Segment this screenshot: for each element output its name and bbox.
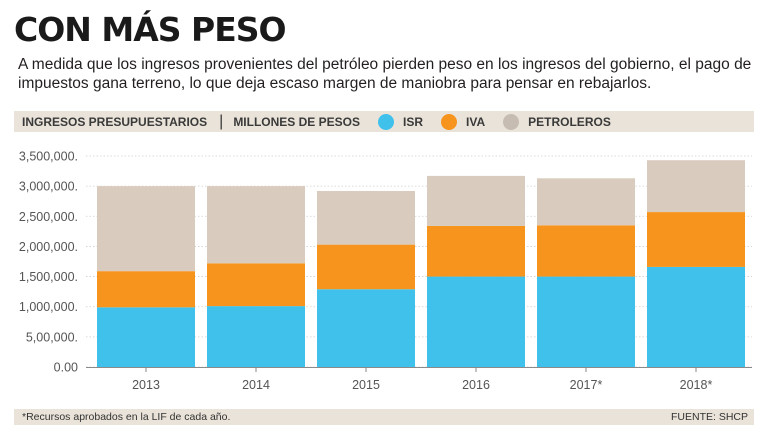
y-tick-label: 5,00,000. bbox=[26, 330, 78, 344]
bar-isr bbox=[207, 306, 305, 367]
subtitle: A medida que los ingresos provenientes d… bbox=[18, 56, 752, 92]
bar-isr bbox=[97, 307, 195, 367]
legend-label-petroleros: PETROLEROS bbox=[528, 114, 611, 129]
y-tick-label: 2,000,000. bbox=[19, 240, 78, 254]
legend-label-isr: ISR bbox=[403, 114, 424, 129]
bar-petroleros bbox=[537, 178, 635, 226]
bar-petroleros bbox=[97, 186, 195, 272]
y-tick-label: 3,500,000. bbox=[19, 150, 78, 164]
bar-iva bbox=[647, 212, 745, 267]
bar-iva bbox=[537, 225, 635, 277]
x-tick-label: 2015 bbox=[352, 378, 380, 392]
legend-label-iva: IVA bbox=[466, 114, 486, 129]
bar-isr bbox=[317, 289, 415, 367]
x-tick-label: 2017* bbox=[570, 378, 603, 392]
y-tick-label: 1,500,000. bbox=[19, 270, 78, 284]
bar-iva bbox=[97, 271, 195, 308]
bar-iva bbox=[317, 244, 415, 290]
legend-item-isr: ISR bbox=[378, 113, 424, 130]
source: FUENTE: SHCP bbox=[670, 411, 748, 423]
footer: *Recursos aprobados en la LIF de cada añ… bbox=[14, 409, 754, 425]
y-tick-label: 0.00 bbox=[54, 361, 78, 375]
y-tick-label: 2,500,000. bbox=[19, 210, 78, 224]
legend-separator: | bbox=[219, 112, 224, 130]
x-tick-label: 2016 bbox=[462, 378, 490, 392]
bar-isr bbox=[537, 276, 635, 367]
legend-swatch-petroleros bbox=[503, 113, 520, 130]
bar-petroleros bbox=[317, 190, 415, 245]
bar-petroleros bbox=[647, 160, 745, 213]
page-title: CON MÁS PESO bbox=[14, 10, 287, 49]
legend-units: MILLONES DE PESOS bbox=[233, 114, 360, 129]
bar-petroleros bbox=[207, 186, 305, 264]
y-tick-label: 3,000,000. bbox=[19, 180, 78, 194]
x-tick-label: 2013 bbox=[132, 378, 160, 392]
x-tick-label: 2018* bbox=[680, 378, 713, 392]
legend-swatch-isr bbox=[378, 113, 394, 130]
legend-swatch-iva bbox=[441, 113, 458, 130]
legend-title: INGRESOS PRESUPUESTARIOS bbox=[22, 114, 208, 129]
legend-item-iva: IVA bbox=[441, 113, 486, 130]
bar-isr bbox=[427, 276, 525, 367]
footnote: *Recursos aprobados en la LIF de cada añ… bbox=[22, 411, 231, 423]
bar-iva bbox=[427, 225, 525, 277]
legend-bar: INGRESOS PRESUPUESTARIOS | MILLONES DE P… bbox=[14, 111, 754, 132]
bar-iva bbox=[207, 263, 305, 307]
bar-petroleros bbox=[427, 175, 525, 226]
bar-chart: 0.00 5,00,000. 1,000,000. 1,500,000. 2,000,0… bbox=[19, 150, 752, 392]
y-tick-label: 1,000,000. bbox=[19, 300, 78, 314]
x-tick-label: 2014 bbox=[242, 378, 270, 392]
legend-item-petroleros: PETROLEROS bbox=[503, 113, 611, 130]
bar-isr bbox=[647, 266, 745, 367]
